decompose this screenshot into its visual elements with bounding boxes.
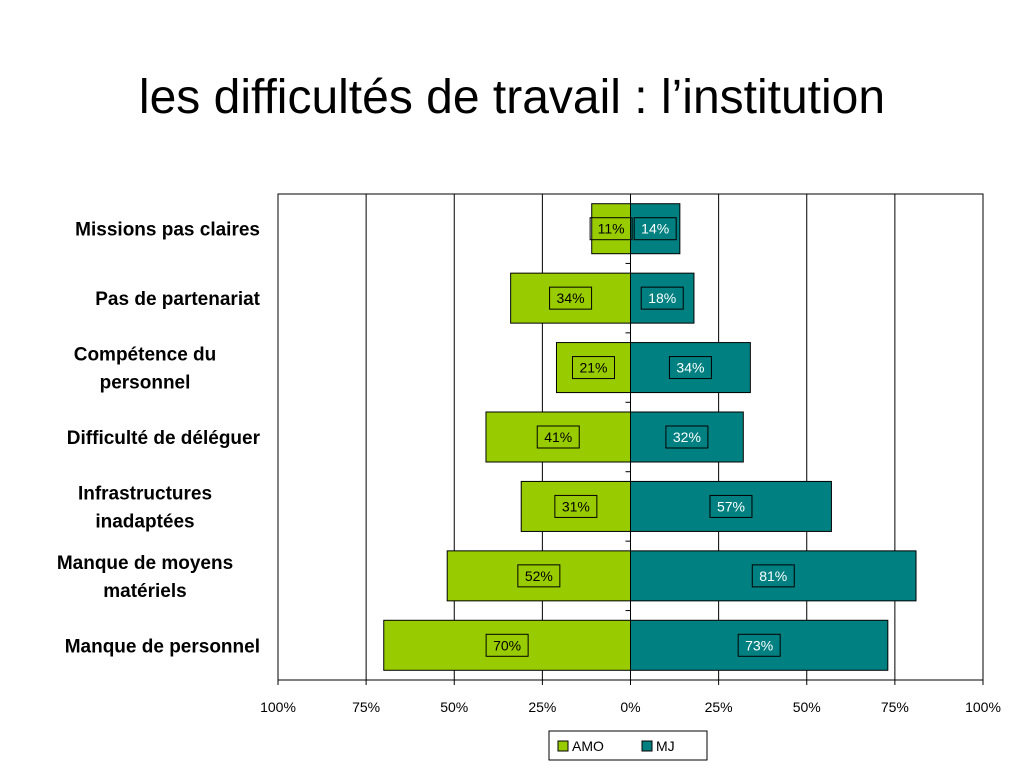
- bar-amo: [520, 480, 631, 532]
- legend: AMO MJ: [548, 730, 708, 761]
- x-tick-label: 100%: [965, 699, 1001, 715]
- data-label-box: [751, 564, 795, 588]
- bar-amo: [383, 619, 631, 671]
- bar-amo: [555, 342, 631, 394]
- bar-amo: [485, 411, 631, 463]
- data-label-box: [536, 425, 580, 449]
- data-label-amo: 41%: [544, 429, 572, 445]
- data-label-box: [709, 494, 753, 518]
- category-label: matériels: [103, 581, 186, 602]
- data-label-box: [571, 356, 615, 380]
- x-tick-label: 50%: [793, 699, 821, 715]
- data-label-mj: 18%: [648, 290, 676, 306]
- data-label-amo: 11%: [598, 221, 625, 237]
- category-label: personnel: [100, 373, 191, 394]
- data-label-mj: 81%: [759, 568, 787, 584]
- data-label-mj: 34%: [676, 360, 704, 376]
- bar-mj: [630, 550, 917, 602]
- data-label-amo: 52%: [525, 568, 553, 584]
- legend-label: AMO: [572, 738, 604, 754]
- bar-amo: [510, 272, 631, 324]
- data-label-amo: 34%: [557, 290, 585, 306]
- category-label: Manque de personnel: [65, 636, 260, 657]
- data-label-box: [485, 633, 529, 657]
- x-tick-label: 100%: [260, 699, 296, 715]
- x-tick-label: 75%: [881, 699, 909, 715]
- data-label-mj: 57%: [717, 498, 745, 514]
- legend-swatch: [557, 740, 569, 752]
- category-label: Infrastructures: [78, 483, 212, 504]
- data-label-amo: 31%: [562, 498, 590, 514]
- bar-mj: [630, 342, 751, 394]
- x-tick-label: 25%: [528, 699, 556, 715]
- data-label-box: [640, 286, 684, 310]
- data-label-box: [549, 286, 593, 310]
- x-tick-label: 0%: [620, 699, 640, 715]
- data-label-box: [668, 356, 712, 380]
- data-label-box: [737, 633, 781, 657]
- bar-mj: [630, 411, 744, 463]
- data-label-box: [517, 564, 561, 588]
- data-label-mj: 14%: [641, 221, 669, 237]
- category-label: Compétence du: [74, 345, 217, 366]
- category-label: inadaptées: [95, 511, 194, 532]
- legend-label: MJ: [656, 738, 675, 754]
- bar-mj: [630, 203, 681, 255]
- x-tick-label: 75%: [352, 699, 380, 715]
- data-label-mj: 32%: [673, 429, 701, 445]
- category-label: Pas de partenariat: [95, 289, 260, 310]
- bar-amo: [446, 550, 632, 602]
- legend-swatch: [641, 740, 653, 752]
- data-label-amo: 70%: [493, 637, 521, 653]
- data-label-box: [665, 425, 709, 449]
- data-label-box: [589, 217, 633, 241]
- category-label: Missions pas claires: [75, 220, 260, 241]
- data-label-box: [633, 217, 677, 241]
- category-labels: Missions pas claires Pas de partenariat Co…: [57, 220, 261, 658]
- data-label-box: [554, 494, 598, 518]
- data-label-mj: 73%: [745, 637, 773, 653]
- data-labels: 11% 14% 34% 18% 21% 34% 41% 32% 31% 57% 52% 81% 70% 7…: [485, 217, 795, 657]
- slide-title: les difficultés de travail : l’instituti…: [138, 71, 886, 124]
- category-label: Manque de moyens: [57, 553, 233, 574]
- category-label: Difficulté de déléguer: [67, 428, 261, 449]
- x-axis: 100% 75% 50% 25% 0% 25% 50% 75% 100%: [260, 680, 1001, 715]
- x-tick-label: 25%: [705, 699, 733, 715]
- bar-mj: [630, 480, 832, 532]
- bar-mj: [630, 619, 889, 671]
- data-label-amo: 21%: [579, 360, 607, 376]
- bar-amo: [591, 203, 631, 255]
- legend-box: [548, 730, 708, 761]
- x-tick-label: 50%: [440, 699, 468, 715]
